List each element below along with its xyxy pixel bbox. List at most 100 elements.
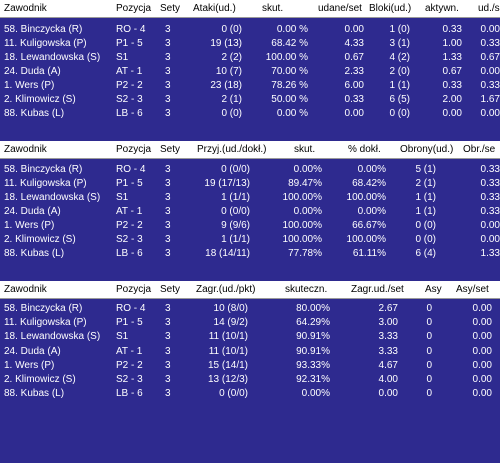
column-header[interactable]: Pozycja [116, 284, 152, 295]
stat-cell: 100.00 % [265, 52, 308, 63]
table-row[interactable]: 24. Duda (A) AT - 1 3 0 (0/0) 0.00% 0.00% 1 (1… [0, 204, 500, 219]
stat-cell: 1.00 [442, 38, 462, 49]
column-header[interactable]: Zagr.(ud./pkt) [196, 284, 256, 295]
table-row[interactable]: 24. Duda (A) AT - 1 3 10 (7) 70.00 % 2.33 2 (0… [0, 64, 500, 79]
table-row[interactable]: 11. Kuligowska (P) P1 - 5 3 19 (17/13) 89.47… [0, 176, 500, 191]
table-row[interactable]: 88. Kubas (L) LB - 6 3 0 (0/0) 0.00% 0.00 0 0.0… [0, 386, 500, 401]
table-row[interactable]: 18. Lewandowska (S) S1 3 11 (10/1) 90.91% 3.3… [0, 329, 500, 344]
stat-cell: 2.67 [378, 303, 398, 314]
stat-cell: 0.00 [480, 24, 500, 35]
stat-cell: S2 - 3 [116, 234, 143, 245]
table-row[interactable]: 1. Wers (P) P2 - 2 3 23 (18) 78.26 % 6.00 1 (1… [0, 78, 500, 93]
stat-cell: 0 [426, 388, 432, 400]
column-header[interactable]: ud./s [478, 3, 500, 14]
stats-table-1: Zawodnik Pozycja Sety Ataki(ud.) skut. udane/… [0, 0, 500, 120]
column-header[interactable]: Obr./se [463, 144, 496, 155]
column-header[interactable]: skut. [294, 144, 316, 155]
column-header[interactable]: Zagr.ud./set [351, 284, 404, 295]
stat-cell: 0.00 [472, 345, 492, 357]
stat-cell: 3 [165, 374, 171, 385]
table-row[interactable]: 58. Binczycka (R) RO - 4 3 0 (0/0) 0.00% 0.00… [0, 162, 500, 177]
table-row[interactable]: 18. Lewandowska (S) S1 3 1 (1/1) 100.00% 100.… [0, 190, 500, 205]
table-row[interactable]: 11. Kuligowska (P) P1 - 5 3 19 (13) 68.42 % 4… [0, 36, 500, 51]
table-row[interactable]: 2. Klimowicz (S) S2 - 3 3 13 (12/3) 92.31% 4.… [0, 372, 500, 387]
stat-cell: 0 [426, 359, 432, 371]
stat-cell: 0 (0) [221, 24, 242, 35]
stat-cell: 0.00 % [276, 108, 308, 119]
stat-cell: 1.33 [442, 52, 462, 63]
stat-cell: 15 (14/1) [207, 359, 248, 371]
stat-cell: LB - 6 [116, 248, 143, 259]
table-row[interactable]: 24. Duda (A) AT - 1 3 11 (10/1) 90.91% 3.33 0 0… [0, 344, 500, 359]
player-name: 88. Kubas (L) [4, 248, 65, 259]
player-name: 11. Kuligowska (P) [4, 38, 87, 49]
table-row[interactable]: 88. Kubas (L) LB - 6 3 18 (14/11) 77.78% 61.1… [0, 246, 500, 261]
column-header[interactable]: Przyj.(ud./dokł.) [197, 144, 267, 155]
stat-cell: 0 [426, 317, 432, 329]
stat-cell: P1 - 5 [116, 178, 143, 189]
column-header[interactable]: aktywn. [425, 3, 459, 14]
table-row[interactable]: 58. Binczycka (R) RO - 4 3 10 (8/0) 80.00% 2.… [0, 301, 500, 316]
stat-cell: 3 [165, 66, 171, 77]
table-row[interactable]: 2. Klimowicz (S) S2 - 3 3 1 (1/1) 100.00% 100… [0, 232, 500, 247]
table-row[interactable]: 1. Wers (P) P2 - 2 3 15 (14/1) 93.33% 4.67 0 0.… [0, 358, 500, 373]
column-header[interactable]: Ataki(ud.) [193, 3, 236, 14]
column-header[interactable]: skut. [262, 3, 284, 14]
column-header[interactable]: Asy/set [456, 284, 489, 295]
column-header[interactable]: Sety [160, 144, 181, 155]
stat-cell: P2 - 2 [116, 80, 143, 91]
stat-cell: 10 (8/0) [213, 303, 248, 314]
stat-cell: 80.00% [296, 303, 330, 314]
column-header[interactable]: Pozycja [116, 144, 152, 155]
stat-cell: 3 (1) [389, 38, 410, 49]
column-header[interactable]: Zawodnik [4, 144, 47, 155]
player-name: 18. Lewandowska (S) [4, 331, 101, 343]
column-header[interactable]: udane/set [318, 3, 362, 14]
stat-cell: RO - 4 [116, 164, 146, 175]
table-row[interactable]: 1. Wers (P) P2 - 2 3 9 (9/6) 100.00% 66.67% 0 … [0, 218, 500, 233]
stat-cell: 0 (0/0) [219, 388, 248, 400]
stat-cell: 4.67 [378, 359, 398, 371]
column-header[interactable]: Sety [160, 3, 181, 14]
column-header[interactable]: Bloki(ud.) [369, 3, 412, 14]
stat-cell: 11 (10/1) [208, 331, 248, 343]
column-header[interactable]: skuteczn. [285, 284, 328, 295]
stat-cell: 0 [426, 374, 432, 385]
table-row[interactable]: 2. Klimowicz (S) S2 - 3 3 2 (1) 50.00 % 0.33 6… [0, 92, 500, 107]
column-header[interactable]: Obrony(ud.) [400, 144, 454, 155]
stat-cell: AT - 1 [116, 66, 143, 77]
table-row[interactable]: 18. Lewandowska (S) S1 3 2 (2) 100.00 % 0.67 4… [0, 50, 500, 65]
table-header: Zawodnik Pozycja Sety Zagr.(ud./pkt) skutecz… [0, 281, 500, 299]
stat-cell: 0.67 [480, 52, 500, 63]
table-row[interactable]: 11. Kuligowska (P) P1 - 5 3 14 (9/2) 64.29% 3… [0, 315, 500, 330]
player-name: 58. Binczycka (R) [4, 164, 83, 175]
column-header[interactable]: Sety [160, 284, 181, 295]
stat-cell: 0.33 [480, 178, 500, 189]
stat-cell: 1 (1) [415, 192, 436, 203]
stat-cell: RO - 4 [116, 303, 146, 314]
column-header[interactable]: Pozycja [116, 3, 152, 14]
stat-cell: 68.42% [352, 178, 386, 189]
stat-cell: 66.67% [352, 220, 386, 231]
stat-cell: 90.91% [296, 345, 330, 357]
stat-cell: S2 - 3 [116, 374, 143, 385]
stat-cell: 100.00% [346, 192, 386, 203]
stat-cell: 100.00% [346, 234, 386, 245]
stat-cell: RO - 4 [116, 24, 146, 35]
stat-cell: 0 (0) [389, 108, 410, 119]
column-header[interactable]: Zawodnik [4, 3, 47, 14]
stat-cell: 89.47% [288, 178, 322, 189]
stats-table-2: Zawodnik Pozycja Sety Przyj.(ud./dokł.) skut… [0, 141, 500, 260]
stat-cell: 3 [165, 206, 171, 217]
stat-cell: 3 [165, 234, 171, 245]
stat-cell: 3 [165, 24, 171, 35]
stat-cell: 4.00 [378, 374, 398, 385]
column-header[interactable]: Asy [425, 284, 442, 295]
stat-cell: S1 [116, 52, 129, 63]
column-header[interactable]: Zawodnik [4, 284, 47, 295]
column-header[interactable]: % dokł. [348, 144, 381, 155]
stat-cell: 11 (10/1) [208, 345, 248, 357]
table-row[interactable]: 58. Binczycka (R) RO - 4 3 0 (0) 0.00 % 0.00 1… [0, 22, 500, 37]
table-row[interactable]: 88. Kubas (L) LB - 6 3 0 (0) 0.00 % 0.00 0 (0)… [0, 106, 500, 121]
stat-cell: 0.00 [480, 220, 500, 231]
